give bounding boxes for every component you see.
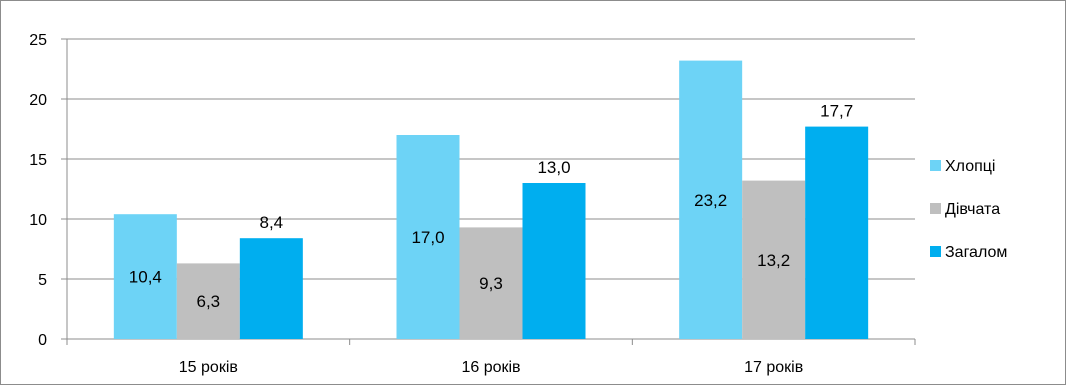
data-label: 8,4 bbox=[260, 213, 284, 232]
y-tick-label: 25 bbox=[29, 32, 47, 49]
legend-swatch bbox=[930, 246, 941, 257]
data-label: 13,0 bbox=[537, 158, 570, 177]
bar bbox=[805, 126, 869, 339]
x-tick-label: 17 років bbox=[744, 359, 803, 376]
data-label: 13,2 bbox=[757, 251, 790, 270]
y-tick-label: 15 bbox=[29, 152, 47, 169]
bar bbox=[396, 135, 460, 339]
data-label: 10,4 bbox=[129, 268, 162, 287]
x-tick-label: 15 років bbox=[179, 359, 238, 376]
data-label: 23,2 bbox=[694, 191, 727, 210]
bar bbox=[176, 263, 240, 339]
data-label: 17,7 bbox=[820, 102, 853, 121]
x-tick-label: 16 років bbox=[461, 359, 520, 376]
data-labels: 10,4 6,3 8,4 17,0 9,3 13,0 23,2 13,2 17,7 bbox=[129, 102, 853, 312]
y-tick-label: 5 bbox=[38, 272, 47, 289]
bar bbox=[239, 238, 303, 339]
legend: Хлопці Дівчата Загалом bbox=[930, 158, 1007, 261]
data-label: 17,0 bbox=[411, 228, 444, 247]
bar bbox=[742, 180, 806, 339]
data-label: 6,3 bbox=[197, 292, 221, 311]
y-tick-label: 0 bbox=[38, 332, 47, 349]
bar bbox=[679, 60, 743, 339]
bar bbox=[113, 214, 177, 339]
y-tick-label: 20 bbox=[29, 92, 47, 109]
bar bbox=[459, 227, 523, 339]
legend-label: Хлопці bbox=[945, 158, 995, 175]
bars bbox=[113, 60, 869, 339]
legend-swatch bbox=[930, 160, 941, 171]
legend-label: Загалом bbox=[945, 244, 1007, 261]
data-label: 9,3 bbox=[479, 274, 503, 293]
bar bbox=[522, 183, 586, 339]
legend-swatch bbox=[930, 203, 941, 214]
y-tick-label: 10 bbox=[29, 212, 47, 229]
legend-label: Дівчата bbox=[945, 201, 1000, 218]
